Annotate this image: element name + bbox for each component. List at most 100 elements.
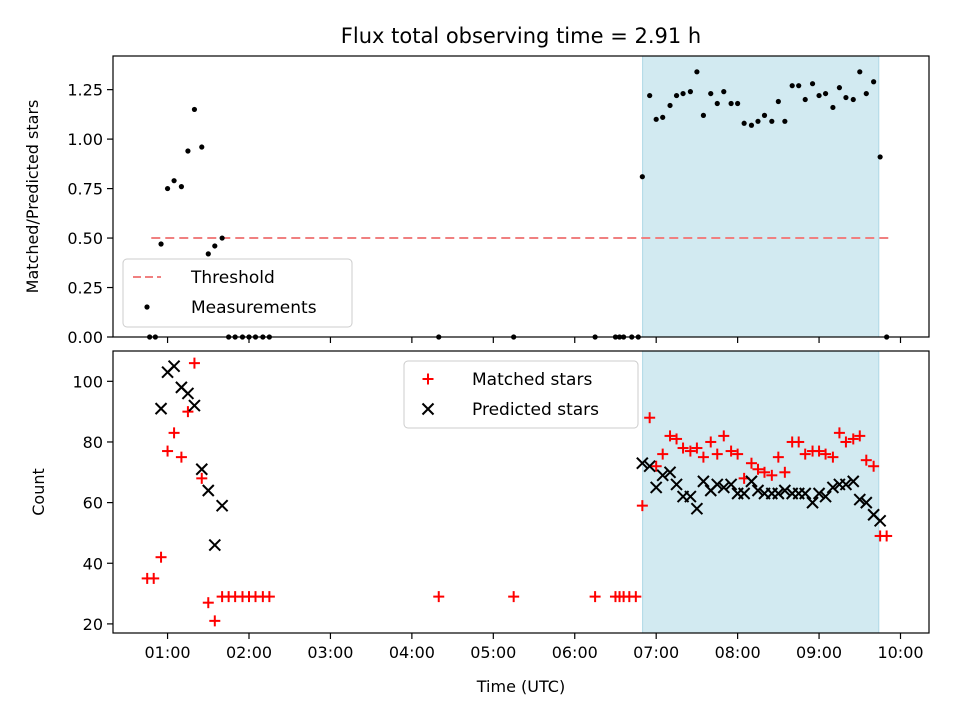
data-point <box>741 120 747 126</box>
data-point <box>508 591 520 603</box>
data-point <box>700 112 707 118</box>
chart-title: Flux total observing time = 2.91 h <box>341 24 701 48</box>
legend-label: Measurements <box>191 298 317 318</box>
data-point <box>677 442 689 454</box>
data-point <box>188 357 200 369</box>
data-point <box>162 445 174 457</box>
data-point <box>789 83 795 89</box>
data-point <box>761 112 768 118</box>
data-point <box>863 90 869 97</box>
data-point <box>732 448 744 460</box>
x-tick-label: 01:00 <box>145 643 191 662</box>
data-point <box>830 104 836 111</box>
data-point <box>843 94 849 101</box>
data-point <box>653 116 659 122</box>
data-point <box>860 496 873 509</box>
data-point <box>827 451 839 463</box>
data-point <box>657 448 669 460</box>
data-point <box>643 460 656 473</box>
data-point <box>164 185 171 192</box>
data-point <box>779 466 791 478</box>
plot-frame <box>112 350 930 634</box>
data-point <box>853 493 866 506</box>
data-point <box>664 430 676 442</box>
y-tick-label: 40 <box>83 554 103 573</box>
data-point <box>820 448 832 460</box>
y-tick-label: 60 <box>83 494 103 513</box>
data-point <box>796 83 802 89</box>
data-point <box>751 484 765 497</box>
top-panel: 0.00 0.25 0.50 0.75 1.00 1.25 Matched/Predicte… <box>23 55 930 347</box>
data-point <box>816 92 822 99</box>
data-point <box>185 148 191 154</box>
data-point <box>847 475 860 488</box>
series-predicted-stars <box>154 359 887 552</box>
y-tick-label: 80 <box>83 433 103 452</box>
data-point <box>854 430 866 442</box>
data-point <box>684 490 697 503</box>
x-tick-label: 05:00 <box>470 643 516 662</box>
data-point <box>630 591 642 603</box>
data-point <box>822 90 829 97</box>
data-point <box>752 463 764 475</box>
data-point <box>839 478 853 491</box>
legend-marker <box>422 373 434 385</box>
data-point <box>636 456 649 470</box>
x-tick-label: 02:00 <box>226 643 272 662</box>
data-point <box>202 597 214 609</box>
legend-label: Matched stars <box>472 370 592 390</box>
data-point <box>215 499 229 512</box>
data-point <box>154 402 168 415</box>
data-point <box>806 496 819 509</box>
data-point <box>737 487 751 500</box>
legend-label: Threshold <box>190 268 275 288</box>
data-point <box>589 591 601 603</box>
y-tick-label: 20 <box>83 615 103 634</box>
data-point <box>868 460 880 472</box>
data-point <box>748 122 755 128</box>
y-tick-label: 0.75 <box>67 180 103 199</box>
legend-marker <box>421 402 435 416</box>
data-point <box>663 466 677 479</box>
data-point <box>209 615 221 627</box>
x-tick-label: 06:00 <box>552 643 598 662</box>
y-axis-label: Matched/Predicted stars <box>23 100 42 294</box>
x-tick-label: 07:00 <box>633 643 679 662</box>
legend-marker <box>144 304 150 310</box>
data-point <box>799 448 811 460</box>
data-point <box>670 478 683 491</box>
data-point <box>745 475 758 488</box>
data-point <box>182 406 194 418</box>
data-point <box>667 102 673 109</box>
x-tick-label: 08:00 <box>715 643 761 662</box>
data-point <box>758 466 770 478</box>
x-axis-label: Time (UTC) <box>476 677 565 696</box>
data-point <box>718 430 730 442</box>
data-point <box>721 89 727 95</box>
data-point <box>772 487 785 500</box>
data-point <box>708 90 714 97</box>
data-point <box>782 118 788 124</box>
data-point <box>711 478 724 491</box>
data-point <box>836 85 843 91</box>
data-point <box>644 412 656 424</box>
data-point <box>647 92 653 99</box>
data-point <box>195 463 208 476</box>
legend-box <box>403 360 639 429</box>
data-point <box>175 451 187 463</box>
data-point <box>155 551 167 563</box>
legend-box <box>122 258 353 328</box>
data-point <box>725 445 737 457</box>
x-tick-label: 04:00 <box>389 643 435 662</box>
data-point <box>769 118 775 124</box>
data-point <box>860 454 872 466</box>
data-point <box>188 399 201 412</box>
y-tick-label: 0.00 <box>67 328 103 347</box>
data-point <box>873 514 887 528</box>
data-point <box>168 427 180 439</box>
data-point <box>755 118 761 124</box>
data-point <box>735 100 741 107</box>
data-point <box>205 251 211 257</box>
y-axis-label: Count <box>29 468 48 516</box>
